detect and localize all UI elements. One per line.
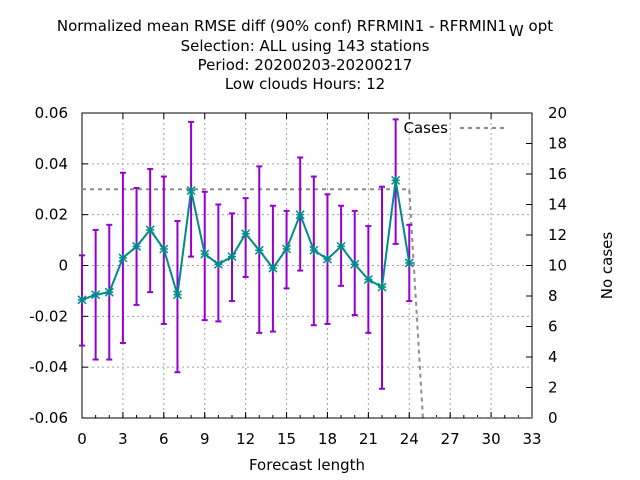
y2-tick-label: 16 [548,165,567,183]
y2-tick-label: 2 [548,379,558,397]
x-tick-label: 9 [200,430,210,448]
y2-tick-label: 8 [548,287,558,305]
data-point [391,175,401,185]
y2-tick-label: 14 [548,196,567,214]
x-tick-label: 12 [236,430,255,448]
data-point [322,254,332,264]
data-point [77,295,87,305]
cases-line [82,188,532,419]
y-tick-label: 0.02 [35,206,68,224]
y-tick-label: 0 [58,257,68,275]
x-tick-label: 33 [522,430,541,448]
data-point [241,229,251,239]
data-point [132,241,142,251]
data-point [404,258,414,268]
x-tick-label: 3 [118,430,128,448]
chart-title-line-4: Low clouds Hours: 12 [224,75,386,93]
data-point [186,185,196,196]
chart-title-subscript: W [508,22,524,40]
y-tick-label: -0.04 [29,358,68,376]
y2-tick-label: 20 [548,104,567,122]
data-point [282,244,292,254]
chart-title-line-2: Selection: ALL using 143 stations [180,37,430,55]
data-point [118,253,128,263]
data-point [309,245,319,255]
y2-tick-label: 12 [548,226,567,244]
chart-title-line-1: Normalized mean RMSE diff (90% conf) RFR… [0,17,610,40]
data-point [159,244,169,254]
data-point [145,225,155,235]
data-point [336,241,346,251]
data-point [268,263,278,273]
y-tick-label: 0.06 [35,104,68,122]
x-tick-label: 21 [359,430,378,448]
y2-tick-label: 6 [548,318,558,336]
chart-title-suffix: opt [528,17,554,35]
data-point [227,252,237,262]
x-axis-title: Forecast length [249,456,365,474]
data-point [172,290,182,300]
x-tick-label: 27 [441,430,460,448]
data-point [213,259,223,269]
data-point [295,210,305,220]
x-tick-label: 24 [400,430,419,448]
y2-tick-label: 18 [548,135,567,153]
data-point [363,274,373,285]
chart-title-main: Normalized mean RMSE diff (90% conf) RFR… [56,17,507,35]
x-tick-label: 6 [159,430,169,448]
data-point [200,249,210,259]
data-point [350,259,360,269]
x-tick-label: 15 [277,430,296,448]
data-point [377,282,387,292]
x-tick-label: 18 [318,430,337,448]
data-point [254,245,264,255]
data-point [91,290,101,300]
y2-tick-label: 4 [548,348,558,366]
y2-axis-title: No cases [598,232,616,300]
y-tick-label: 0.04 [35,155,68,173]
legend-label-cases: Cases [403,119,448,137]
x-tick-label: 0 [77,430,87,448]
y-tick-label: -0.06 [29,409,68,427]
chart-title-line-3: Period: 20200203-20200217 [197,56,413,74]
y2-tick-label: 0 [548,409,558,427]
y2-tick-label: 10 [548,257,567,275]
x-tick-label: 30 [482,430,501,448]
data-point [104,287,114,297]
y-tick-label: -0.02 [29,307,68,325]
